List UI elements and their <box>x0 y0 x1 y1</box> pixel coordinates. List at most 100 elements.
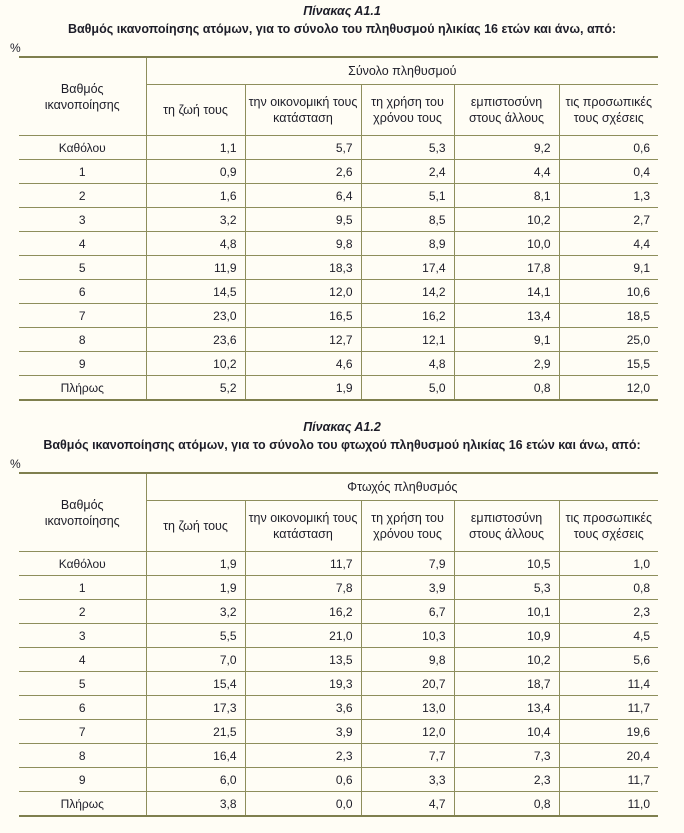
cell-value: 13,4 <box>453 695 560 720</box>
column-header-row: τη ζωή τους την οικονομική τους κατάσταση… <box>19 84 659 136</box>
cell-value: 2,3 <box>453 767 560 792</box>
cell-value: 8,5 <box>360 207 455 232</box>
table-row: 6 17,3 3,6 13,0 13,4 11,7 <box>19 695 659 720</box>
table-block-a1-2: Πίνακας Α1.2 Βαθμός ικανοποίησης ατόμων,… <box>0 419 684 817</box>
unit-label: % <box>10 41 21 55</box>
cell-value: 4,4 <box>558 231 659 256</box>
column-header: τις προσωπικές τους σχέσεις <box>558 84 659 136</box>
cell-value: 9,8 <box>244 231 362 256</box>
cell-value: 11,7 <box>558 767 659 792</box>
cell-value: 5,2 <box>145 375 246 401</box>
table-row: Πλήρως 3,8 0,0 4,7 0,8 11,0 <box>19 791 659 817</box>
table-row: 8 23,6 12,7 12,1 9,1 25,0 <box>19 327 659 352</box>
row-header-cell: Βαθμός ικανοποίησης <box>19 56 147 136</box>
table-subtitle: Βαθμός ικανοποίησης ατόμων, για το σύνολ… <box>67 22 617 36</box>
row-label: 1 <box>19 159 147 184</box>
table-body: Καθόλου 1,9 11,7 7,9 10,5 1,0 1 1,9 7,8 3,9 5,3 0,8… <box>19 551 659 817</box>
cell-value: 9,2 <box>453 135 560 160</box>
row-header-cell: Βαθμός ικανοποίησης <box>19 472 147 552</box>
cell-value: 6,4 <box>244 183 362 208</box>
cell-value: 5,3 <box>360 135 455 160</box>
cell-value: 1,9 <box>145 551 246 576</box>
cell-value: 9,8 <box>360 647 455 672</box>
cell-value: 17,3 <box>145 695 246 720</box>
cell-value: 3,9 <box>244 719 362 744</box>
cell-value: 11,4 <box>558 671 659 696</box>
row-label: 1 <box>19 575 147 600</box>
column-header: τη ζωή τους <box>146 84 246 136</box>
cell-value: 17,8 <box>453 255 560 280</box>
cell-value: 11,0 <box>558 791 659 817</box>
cell-value: 4,5 <box>558 623 659 648</box>
table-row: Καθόλου 1,1 5,7 5,3 9,2 0,6 <box>19 135 659 160</box>
cell-value: 13,5 <box>244 647 362 672</box>
cell-value: 0,8 <box>453 791 560 817</box>
cell-value: 16,4 <box>145 743 246 768</box>
cell-value: 14,5 <box>145 279 246 304</box>
cell-value: 2,6 <box>244 159 362 184</box>
unit-label: % <box>10 457 21 471</box>
cell-value: 14,1 <box>453 279 560 304</box>
column-header: τις προσωπικές τους σχέσεις <box>558 500 659 552</box>
cell-value: 11,9 <box>145 255 246 280</box>
cell-value: 6,0 <box>145 767 246 792</box>
cell-value: 10,5 <box>453 551 560 576</box>
row-label: 5 <box>19 671 147 696</box>
cell-value: 3,2 <box>145 207 246 232</box>
cell-value: 5,3 <box>453 575 560 600</box>
cell-value: 5,0 <box>360 375 455 401</box>
cell-value: 10,2 <box>145 351 246 376</box>
group-header-cell: Φτωχός πληθυσμός <box>145 472 659 501</box>
cell-value: 4,8 <box>145 231 246 256</box>
row-label: 7 <box>19 719 147 744</box>
cell-value: 5,5 <box>145 623 246 648</box>
cell-value: 11,7 <box>244 551 362 576</box>
table-row: 6 14,5 12,0 14,2 14,1 10,6 <box>19 279 659 304</box>
row-label: 2 <box>19 183 147 208</box>
cell-value: 10,9 <box>453 623 560 648</box>
table-row: 2 3,2 16,2 6,7 10,1 2,3 <box>19 599 659 624</box>
column-header-row: τη ζωή τους την οικονομική τους κατάσταση… <box>19 500 659 552</box>
column-header: εμπιστοσύνη στους άλλους <box>453 500 560 552</box>
cell-value: 1,1 <box>145 135 246 160</box>
cell-value: 10,0 <box>453 231 560 256</box>
cell-value: 2,4 <box>360 159 455 184</box>
cell-value: 19,6 <box>558 719 659 744</box>
cell-value: 11,7 <box>558 695 659 720</box>
table-title: Πίνακας Α1.1 <box>303 4 381 18</box>
cell-value: 7,0 <box>145 647 246 672</box>
cell-value: 2,7 <box>558 207 659 232</box>
cell-value: 10,3 <box>360 623 455 648</box>
table-row: 9 6,0 0,6 3,3 2,3 11,7 <box>19 767 659 792</box>
column-header: τη χρήση του χρόνου τους <box>360 84 455 136</box>
cell-value: 12,1 <box>360 327 455 352</box>
column-header: εμπιστοσύνη στους άλλους <box>453 84 560 136</box>
row-label: Καθόλου <box>19 135 147 160</box>
cell-value: 20,4 <box>558 743 659 768</box>
column-header: την οικονομική τους κατάσταση <box>244 84 362 136</box>
cell-value: 12,0 <box>360 719 455 744</box>
table-row: 5 11,9 18,3 17,4 17,8 9,1 <box>19 255 659 280</box>
cell-value: 0,8 <box>453 375 560 401</box>
column-header: τη ζωή τους <box>146 500 246 552</box>
table-row: 9 10,2 4,6 4,8 2,9 15,5 <box>19 351 659 376</box>
table-row: 1 0,9 2,6 2,4 4,4 0,4 <box>19 159 659 184</box>
cell-value: 4,6 <box>244 351 362 376</box>
cell-value: 0,6 <box>244 767 362 792</box>
cell-value: 10,2 <box>453 647 560 672</box>
cell-value: 16,5 <box>244 303 362 328</box>
row-label: 9 <box>19 351 147 376</box>
cell-value: 9,1 <box>558 255 659 280</box>
cell-value: 13,4 <box>453 303 560 328</box>
table-row: 2 1,6 6,4 5,1 8,1 1,3 <box>19 183 659 208</box>
cell-value: 10,4 <box>453 719 560 744</box>
cell-value: 7,7 <box>360 743 455 768</box>
cell-value: 20,7 <box>360 671 455 696</box>
cell-value: 16,2 <box>244 599 362 624</box>
table-subtitle: Βαθμός ικανοποίησης ατόμων, για το σύνολ… <box>43 438 641 452</box>
cell-value: 18,7 <box>453 671 560 696</box>
cell-value: 3,6 <box>244 695 362 720</box>
row-label: 8 <box>19 327 147 352</box>
cell-value: 0,4 <box>558 159 659 184</box>
